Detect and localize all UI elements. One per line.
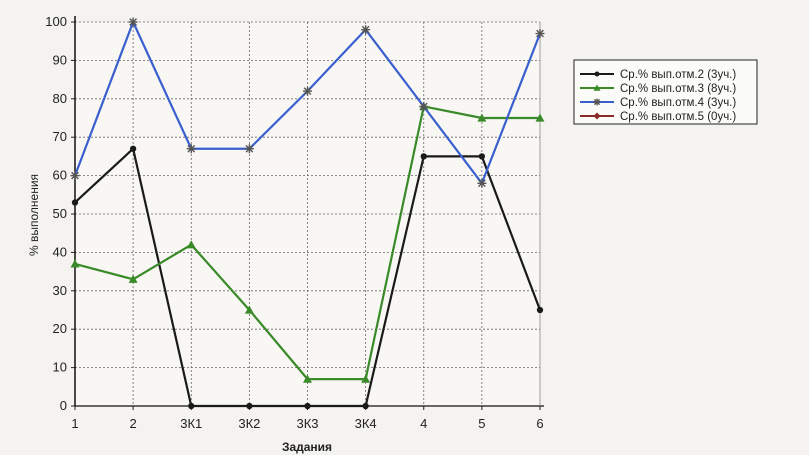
- legend-label: Ср.% вып.отм.5 (0уч.): [620, 111, 736, 123]
- x-tick-label: 6: [536, 416, 543, 431]
- y-tick-label: 0: [60, 398, 67, 413]
- star-marker: [70, 171, 80, 181]
- y-tick-label: 40: [53, 244, 67, 259]
- y-tick-label: 50: [53, 206, 67, 221]
- legend-label: Ср.% вып.отм.4 (3уч.): [620, 97, 736, 109]
- triangle-marker: [244, 305, 254, 314]
- y-tick-label: 70: [53, 129, 67, 144]
- x-tick-label: 4: [420, 416, 427, 431]
- x-tick-label: 3К2: [238, 416, 260, 431]
- triangle-marker: [303, 374, 312, 383]
- y-axis-title: % выполнения: [27, 174, 41, 256]
- star-marker: [303, 86, 312, 96]
- y-tick-label: 10: [53, 360, 67, 375]
- diamond-marker: [593, 112, 601, 120]
- series-3: [70, 17, 545, 188]
- triangle-marker: [70, 259, 80, 268]
- x-tick-label: 1: [71, 416, 78, 431]
- legend-label: Ср.% вып.отм.3 (8уч.): [620, 83, 736, 95]
- legend-item: Ср.% вып.отм.3 (8уч.): [580, 83, 736, 95]
- y-tick-label: 100: [45, 14, 67, 29]
- circle-marker: [304, 402, 311, 410]
- y-tick-label: 60: [53, 168, 67, 183]
- circle-marker: [129, 145, 137, 152]
- x-axis-title: Задания: [282, 440, 332, 454]
- triangle-marker: [128, 274, 138, 283]
- circle-marker: [362, 402, 369, 410]
- legend: Ср.% вып.отм.2 (3уч.) Ср.% вып.отм.3 (8уч…: [573, 59, 758, 125]
- star-marker: [535, 29, 545, 39]
- x-tick-label: 5: [478, 416, 485, 431]
- y-tick-labels: 0 10 20 30 40 50 60 70 80 90 100: [45, 14, 67, 413]
- star-marker: [361, 25, 371, 35]
- series-group: [70, 17, 545, 410]
- star-marker: [593, 98, 601, 106]
- star-marker: [477, 178, 487, 188]
- y-tick-label: 90: [53, 52, 67, 67]
- x-tick-label: 3К3: [296, 416, 318, 431]
- y-tick-label: 80: [53, 91, 67, 106]
- triangle-marker: [593, 84, 601, 91]
- triangle-marker: [361, 374, 371, 383]
- star-marker: [244, 144, 254, 154]
- circle-marker: [536, 306, 544, 314]
- legend-box: [573, 59, 758, 125]
- circle-marker: [188, 402, 195, 410]
- star-marker: [186, 144, 196, 154]
- triangle-marker: [477, 113, 487, 122]
- circle-marker: [420, 153, 427, 160]
- legend-item: Ср.% вып.отм.4 (3уч.): [580, 97, 736, 109]
- series-2: [70, 101, 545, 383]
- circle-marker: [246, 402, 253, 410]
- triangle-marker: [535, 113, 545, 122]
- grid: [75, 21, 540, 406]
- circle-marker: [478, 153, 486, 160]
- star-marker: [419, 101, 429, 111]
- x-tick-label: 3К1: [180, 416, 202, 431]
- legend-item: Ср.% вып.отм.5 (0уч.): [580, 111, 736, 123]
- triangle-marker: [186, 240, 196, 249]
- y-tick-label: 20: [53, 321, 67, 336]
- legend-item: Ср.% вып.отм.2 (3уч.): [580, 69, 736, 81]
- x-tick-label: 2: [130, 416, 137, 431]
- x-tick-labels: 1 2 3К1 3К2 3К3 3К4 4 5 6: [71, 416, 543, 431]
- circle-marker: [71, 199, 79, 206]
- star-marker: [128, 17, 138, 27]
- x-tick-label: 3К4: [355, 416, 377, 431]
- circle-marker: [594, 71, 600, 77]
- y-tick-label: 30: [53, 283, 67, 298]
- legend-label: Ср.% вып.отм.2 (3уч.): [620, 69, 736, 81]
